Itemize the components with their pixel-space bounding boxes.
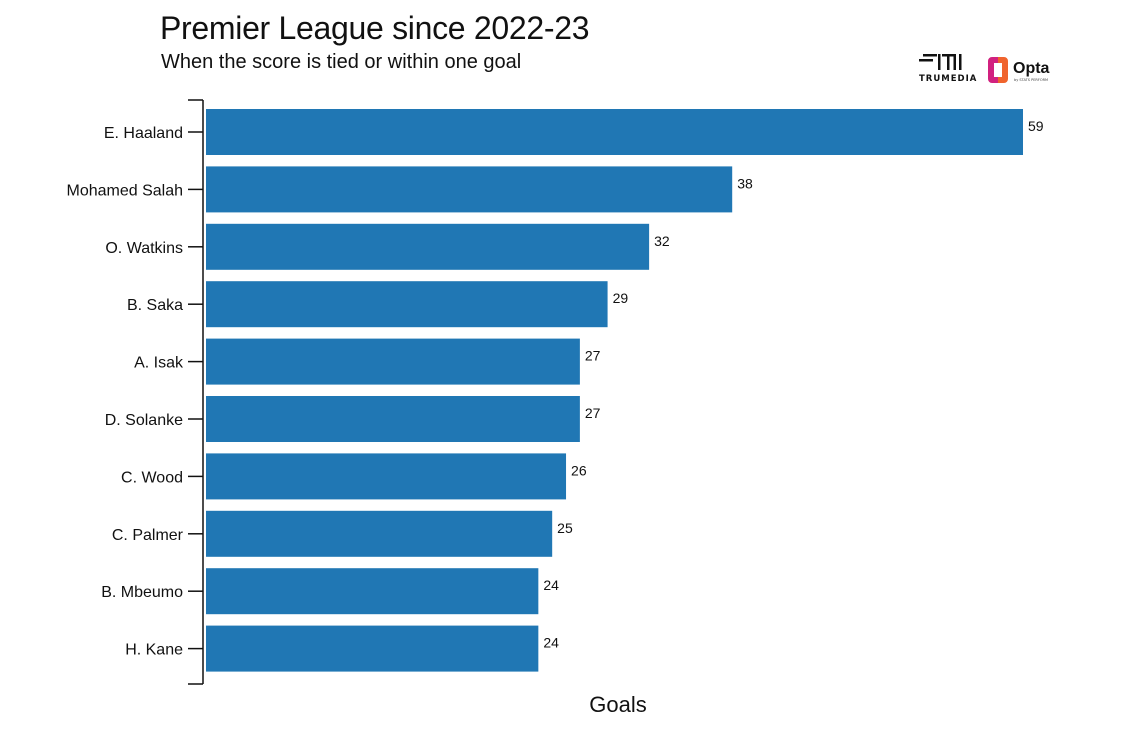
y-tick-label: H. Kane	[125, 642, 183, 659]
bars	[206, 109, 1023, 672]
bar	[206, 281, 608, 328]
y-tick-label: A. Isak	[134, 355, 184, 372]
trumedia-wordmark: TRUMEDIA	[919, 74, 978, 84]
bar	[206, 453, 567, 500]
data-label: 27	[585, 405, 601, 421]
y-tick-label: D. Solanke	[105, 412, 183, 429]
data-label: 38	[737, 175, 753, 191]
y-tick-label: C. Wood	[121, 469, 183, 486]
trumedia-mark-icon	[919, 54, 962, 70]
opta-tagline: by STATS PERFORM	[1014, 78, 1049, 82]
x-axis-title: Goals	[589, 692, 646, 717]
data-label: 59	[1028, 118, 1044, 134]
y-tick-label: E. Haaland	[104, 125, 183, 142]
bar	[206, 510, 553, 557]
data-label: 32	[654, 233, 670, 249]
trumedia-logo: TRUMEDIA	[919, 52, 981, 86]
y-tick-label: Mohamed Salah	[66, 182, 183, 199]
data-label: 29	[613, 290, 629, 306]
data-label: 27	[585, 348, 601, 364]
chart-subtitle: When the score is tied or within one goa…	[161, 51, 522, 73]
bar	[206, 396, 580, 442]
opta-wordmark: Opta	[1013, 60, 1050, 77]
y-tick-label: B. Saka	[127, 297, 183, 314]
data-label: 24	[543, 635, 559, 651]
bar	[206, 625, 539, 672]
opta-mark-icon	[988, 57, 1008, 83]
y-tick-label: O. Watkins	[105, 240, 183, 257]
bar	[206, 166, 733, 213]
data-label: 26	[571, 462, 587, 478]
chart-title: Premier League since 2022-23	[160, 10, 590, 46]
bar	[206, 338, 580, 385]
labels: E. Haaland 59 Mohamed Salah 38 O. Watkins 32 B…	[66, 118, 1043, 659]
y-axis	[188, 99, 204, 685]
opta-logo: Opta by STATS PERFORM	[987, 56, 1067, 86]
bar	[206, 109, 1023, 155]
bar	[206, 568, 539, 615]
y-tick-label: C. Palmer	[112, 527, 184, 544]
data-label: 24	[543, 577, 559, 593]
data-label: 25	[557, 520, 573, 536]
bar	[206, 223, 650, 270]
y-tick-label: B. Mbeumo	[101, 584, 183, 601]
